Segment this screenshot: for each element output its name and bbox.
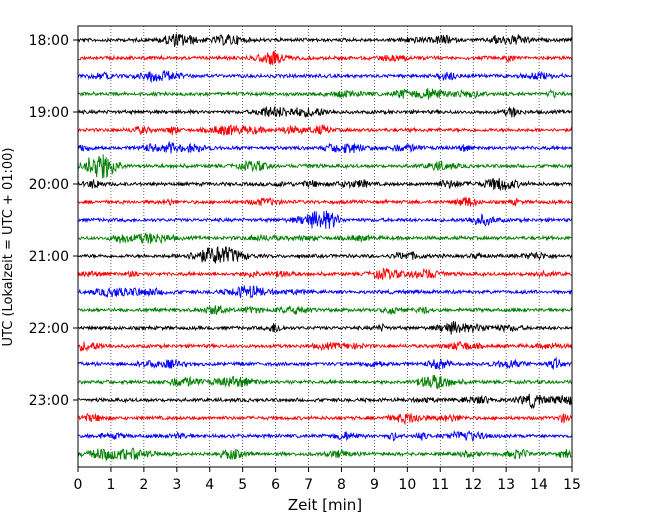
seismic-traces [77, 33, 573, 462]
y-tick-label: 23:00 [29, 393, 69, 409]
trace-line [77, 340, 573, 352]
x-tick-label: 1 [106, 477, 115, 493]
trace-line [77, 447, 572, 462]
trace-line [77, 231, 573, 245]
trace-line [77, 210, 573, 229]
x-tick-label: 0 [74, 477, 83, 493]
trace-line [77, 267, 573, 281]
y-tick-label: 18:00 [29, 33, 69, 49]
trace-line [77, 177, 573, 192]
trace-line [77, 393, 573, 409]
x-tick-label: 5 [238, 477, 247, 493]
x-tick-label: 3 [172, 477, 181, 493]
y-axis-ticks: 18:00 19:00 20:00 21:00 22:00 23:00 [29, 33, 78, 409]
y-axis-label: UTC (Lokalzeit = UTC + 01:00) [1, 148, 16, 347]
trace-line [77, 70, 573, 84]
trace-line [77, 154, 573, 179]
x-axis-label: Zeit [min] [288, 496, 362, 514]
x-tick-label: 14 [530, 477, 548, 493]
x-tick-label: 12 [464, 477, 482, 493]
x-tick-label: 9 [370, 477, 379, 493]
trace-line [77, 374, 573, 390]
trace-line [77, 196, 573, 208]
y-tick-label: 22:00 [29, 321, 69, 337]
trace-line [77, 124, 573, 136]
x-axis-ticks: 0 1 2 3 4 5 6 7 8 9 10 11 12 13 14 15 [74, 467, 581, 493]
x-tick-label: 6 [271, 477, 280, 493]
trace-line [77, 356, 573, 371]
trace-line [77, 105, 573, 118]
y-tick-label: 20:00 [29, 177, 69, 193]
trace-line [77, 88, 573, 101]
x-tick-label: 8 [337, 477, 346, 493]
trace-line [77, 430, 572, 442]
y-tick-label: 19:00 [29, 105, 69, 121]
x-tick-label: 7 [304, 477, 313, 493]
x-tick-label: 11 [431, 477, 449, 493]
trace-line [77, 33, 573, 47]
trace-line [77, 246, 573, 264]
x-tick-label: 15 [563, 477, 581, 493]
trace-line [77, 50, 573, 66]
trace-line [77, 320, 573, 335]
trace-line [77, 413, 573, 426]
x-tick-label: 4 [205, 477, 214, 493]
trace-line [77, 305, 573, 316]
y-tick-label: 21:00 [29, 249, 69, 265]
x-tick-label: 2 [139, 477, 148, 493]
x-tick-label: 13 [497, 477, 515, 493]
trace-line [77, 141, 573, 154]
x-tick-label: 10 [398, 477, 416, 493]
plot-frame [77, 25, 573, 468]
trace-line [77, 285, 573, 299]
